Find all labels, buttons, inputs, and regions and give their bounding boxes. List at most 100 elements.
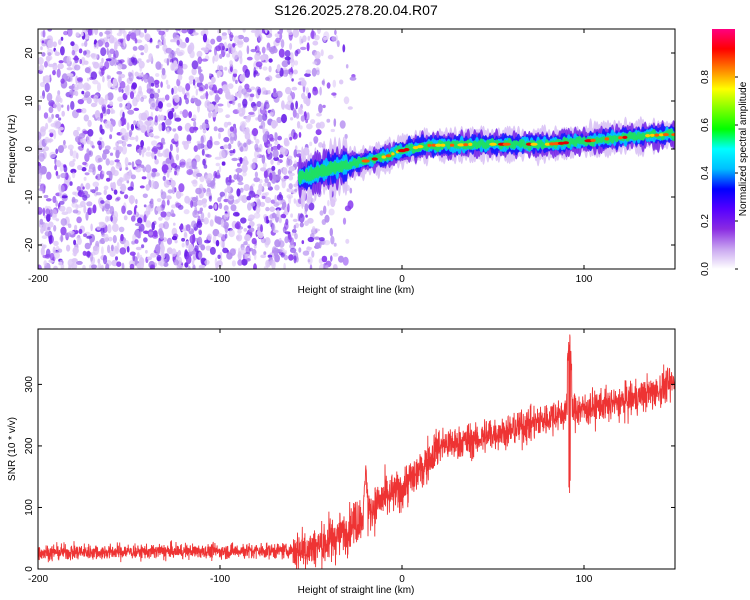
spectrogram-cell — [199, 73, 204, 83]
spectrogram-cell — [214, 215, 218, 222]
spectrogram-cell — [307, 236, 315, 243]
spectrogram-cell — [118, 86, 122, 93]
spectrogram-cell — [143, 43, 149, 54]
spectrogram-cell — [202, 33, 208, 43]
spectrogram-cell — [158, 216, 163, 221]
spectrogram-cell — [123, 215, 128, 221]
spectrogram-cell — [190, 97, 194, 103]
y-tick-label: 300 — [24, 376, 35, 393]
spectrogram-cell — [201, 58, 208, 62]
spectrogram-cell — [222, 247, 229, 254]
spectrogram-cell — [145, 164, 152, 173]
spectrogram-cell — [97, 262, 102, 269]
spectrogram-cell — [85, 53, 91, 58]
spectrogram-cell — [124, 157, 129, 167]
spectrogram-cell — [304, 73, 311, 77]
spectrogram-cell — [343, 96, 350, 105]
spectrogram-cell — [177, 125, 183, 131]
spectrogram-cell — [110, 37, 118, 44]
spectrogram-cell — [316, 112, 322, 117]
spectrogram-cell — [218, 165, 222, 173]
ridge-peak-cell — [671, 133, 675, 137]
spectrogram-cell — [248, 221, 255, 227]
spectrogram-cell — [118, 177, 125, 183]
spectrogram-cell — [229, 126, 234, 132]
spectrogram-cell — [254, 147, 261, 153]
spectrogram-cell — [253, 263, 257, 269]
spectrogram-cell — [138, 45, 145, 51]
spectrogram-cell — [197, 236, 203, 245]
spectrogram-cell — [101, 57, 104, 64]
spectrogram-cell — [119, 29, 125, 34]
spectrogram-cell — [40, 227, 44, 234]
spectrogram-cell — [200, 244, 206, 251]
spectrogram-cell — [209, 246, 216, 255]
spectrogram-cell — [239, 157, 243, 164]
spectrogram-cell — [278, 48, 285, 58]
spectrogram-cell — [289, 72, 293, 79]
spectrogram-cell — [316, 69, 320, 76]
spectrogram-cell — [58, 39, 62, 46]
spectrogram-cell — [107, 92, 114, 101]
spectrogram-cell — [261, 195, 266, 200]
spectrogram-cell — [144, 29, 147, 34]
spectrogram-cell — [169, 151, 172, 160]
ridge-peak-cell — [645, 134, 651, 138]
spectrogram-cell — [91, 189, 96, 194]
spectrogram-cell — [48, 129, 56, 134]
spectrogram-cell — [59, 97, 63, 103]
y-tick-label: 200 — [24, 437, 35, 454]
spectrogram-cell — [130, 56, 135, 63]
spectrogram-cell — [183, 94, 187, 100]
spectrogram-cell — [42, 29, 46, 38]
spectrogram-cell — [243, 228, 248, 232]
spectrogram-cell — [113, 214, 116, 222]
spectrogram-cell — [158, 97, 163, 102]
spectrogram-cell — [48, 221, 54, 228]
spectrogram-cell — [84, 242, 91, 250]
spectrogram-cell — [42, 254, 48, 259]
spectrogram-cell — [231, 157, 238, 162]
spectrogram-cell — [331, 36, 337, 41]
spectrogram-cell — [126, 246, 130, 253]
spectrogram-cell — [201, 148, 205, 156]
spectrogram-cell — [119, 59, 125, 63]
spectrogram-cell — [309, 264, 313, 269]
spectrogram-cell — [47, 226, 51, 231]
spectrogram-cell — [298, 107, 303, 114]
spectrogram-cell — [120, 233, 124, 242]
spectrogram-cell — [75, 203, 79, 211]
spectrogram-cell — [170, 39, 175, 43]
spectrogram-cell — [318, 237, 325, 242]
spectrogram-cell — [301, 79, 307, 87]
spectrogram-cell — [251, 237, 257, 245]
spectrogram-cell — [91, 264, 97, 269]
spectrogram-cell — [163, 179, 170, 188]
spectrogram-cell — [66, 55, 72, 65]
spectrogram-cell — [55, 200, 59, 207]
y-tick-label: 20 — [24, 47, 35, 59]
spectrogram-cell — [214, 156, 222, 160]
spectrogram-cell — [97, 82, 101, 92]
spectrogram-cell — [181, 29, 188, 34]
spectrogram-cell — [190, 200, 194, 208]
spectrogram-cell — [291, 78, 294, 82]
spectrogram-cell — [254, 45, 260, 54]
spectrogram-cell — [231, 133, 235, 138]
spectrogram-cell — [312, 226, 316, 232]
spectrogram-cell — [253, 177, 260, 183]
spectrogram-cell — [148, 231, 154, 236]
spectrogram-cell — [295, 149, 302, 153]
spectrogram-cell — [82, 161, 87, 166]
spectrogram-cell — [102, 106, 106, 114]
spectrogram-cell — [43, 75, 51, 84]
spectrogram-cell — [197, 56, 203, 65]
spectrogram-ridge — [297, 116, 675, 209]
spectrogram-cell — [214, 103, 219, 113]
spectrogram-cell — [306, 42, 310, 52]
spectrogram-cell — [244, 83, 250, 90]
spectrogram-cell — [105, 263, 110, 269]
spectrogram-cell — [177, 74, 183, 81]
spectrogram-cell — [164, 148, 170, 158]
spectrogram-cell — [49, 252, 55, 261]
